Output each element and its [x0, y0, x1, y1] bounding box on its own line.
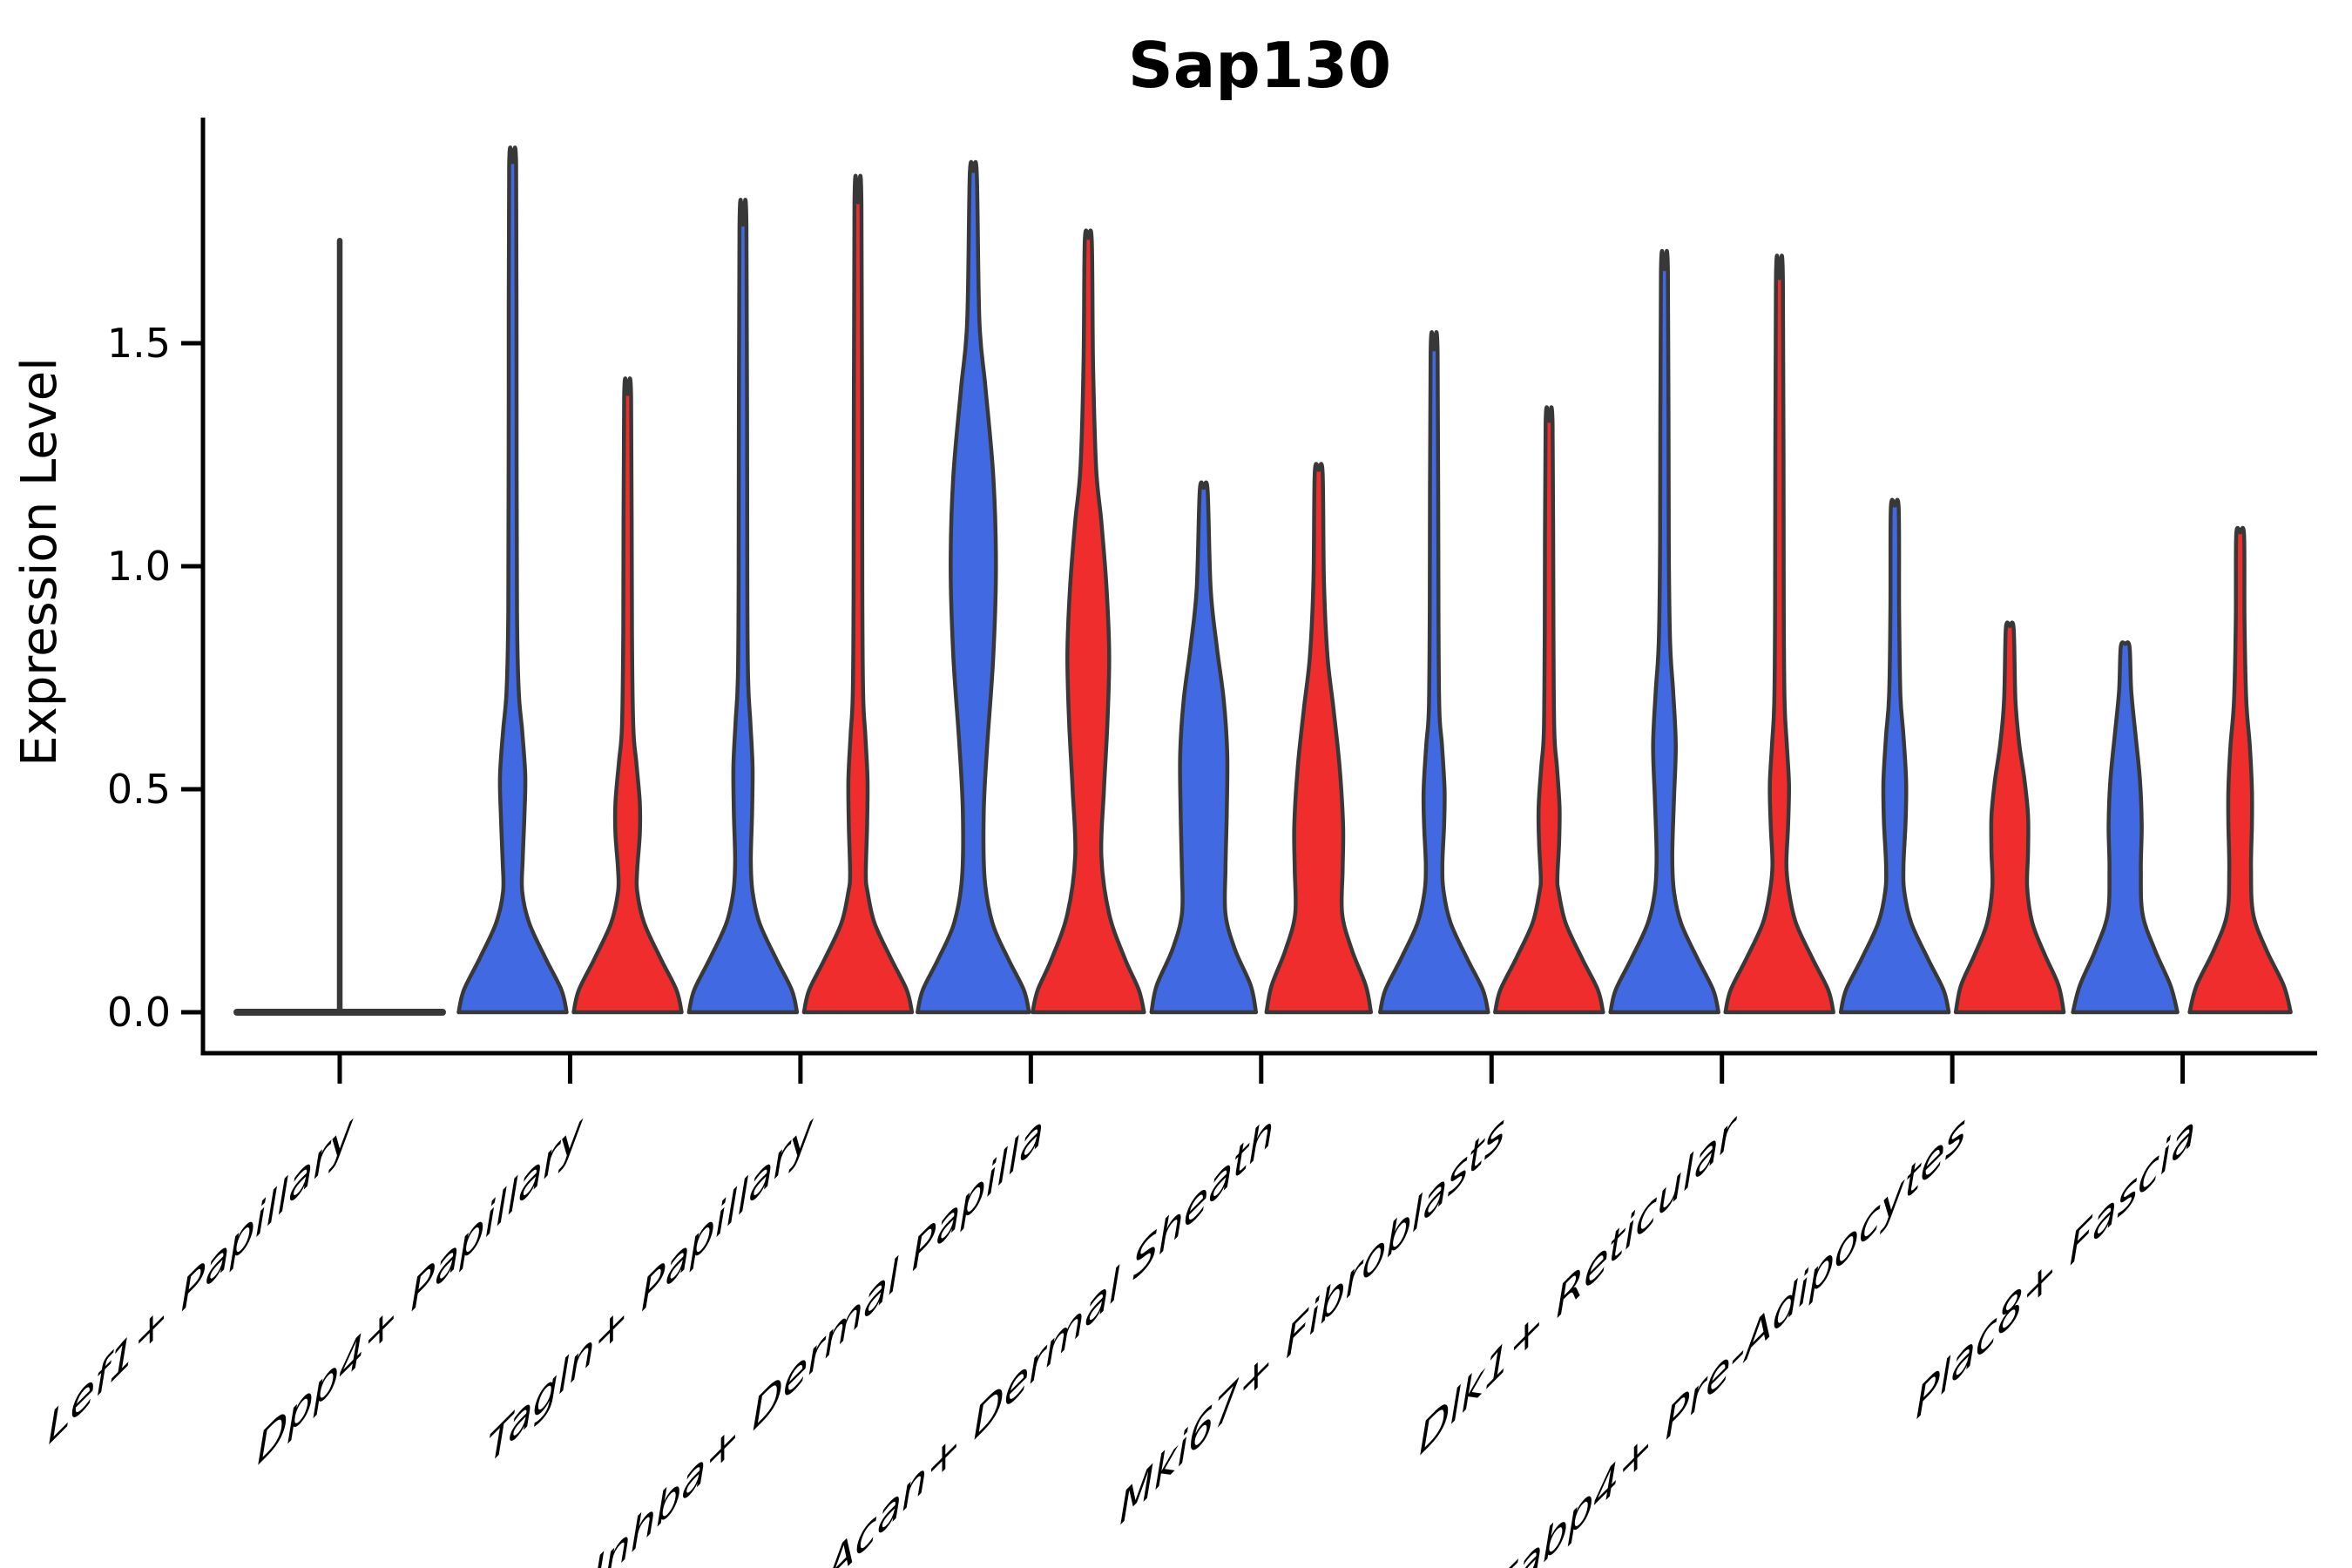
y-tick-label-2: 1.0 — [107, 543, 171, 590]
y-tick-label-1: 0.5 — [107, 766, 171, 813]
violin-cat4-blue — [1149, 480, 1259, 1015]
violin-cat5-blue — [1378, 330, 1490, 1015]
violin-cat8-blue — [2071, 640, 2180, 1015]
violin-cat1-red — [571, 376, 684, 1015]
violin-cat6-blue — [1608, 248, 1720, 1015]
violin-cat6-red — [1723, 253, 1835, 1015]
y-tick-label-0: 0.0 — [107, 989, 171, 1036]
violin-cat2-red — [801, 173, 915, 1015]
violin-cat7-blue — [1838, 497, 1951, 1015]
violin-cat8-red — [2187, 525, 2293, 1015]
axes-layer: 0.0 0.5 1.0 1.5 — [107, 118, 2317, 1084]
violin-cat3-red — [1031, 228, 1146, 1015]
violin-cat7-red — [1953, 620, 2066, 1015]
violins-layer — [233, 145, 2293, 1016]
y-axis-label: Expression Level — [11, 357, 68, 767]
violin-cat1-blue — [456, 145, 569, 1015]
violin-cat2-blue — [686, 198, 800, 1015]
violin-cat4-red — [1264, 462, 1374, 1015]
y-tick-label-3: 1.5 — [107, 320, 171, 367]
violin-cat3-blue — [916, 159, 1031, 1015]
violin-cat5-red — [1493, 405, 1605, 1015]
chart-title: Sap130 — [1128, 29, 1391, 102]
